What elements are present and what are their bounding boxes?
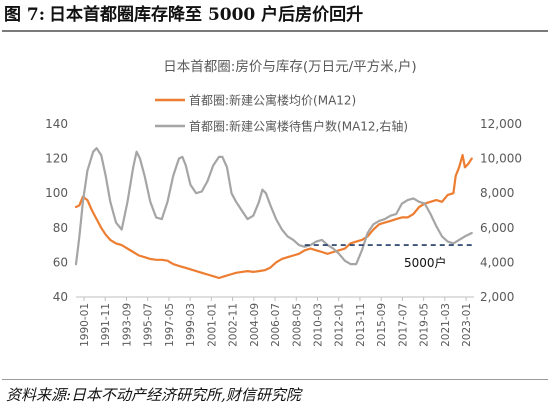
y-right-tick-label: 12,000 xyxy=(480,117,522,131)
y-right-tick-label: 4,000 xyxy=(480,255,514,269)
legend-label-inventory: 首都圈:新建公寓楼待售户数(MA12,右轴) xyxy=(189,119,408,134)
x-tick-label: 2001-01 xyxy=(206,303,218,347)
x-tick-label: 2004-09 xyxy=(249,303,261,347)
source-note: 资料来源:日本不动产经济研究所,财信研究院 xyxy=(6,386,301,404)
x-tick-label: 2010-03 xyxy=(312,303,324,347)
y-left-tick-label: 120 xyxy=(45,152,68,166)
x-tick-label: 2019-05 xyxy=(419,303,431,347)
x-tick-label: 2023-01 xyxy=(461,303,473,347)
legend: 首都圈:新建公寓楼均价(MA12) 首都圈:新建公寓楼待售户数(MA12,右轴) xyxy=(155,93,408,134)
legend-label-price: 首都圈:新建公寓楼均价(MA12) xyxy=(189,93,356,108)
y-right-tick-label: 10,000 xyxy=(480,152,522,166)
series-line-price xyxy=(74,154,473,280)
y-left-tick-label: 80 xyxy=(53,221,68,235)
chart-title: 日本首都圈:房价与库存(万日元/平方米,户) xyxy=(163,58,416,75)
x-tick-label: 2012-01 xyxy=(334,303,346,347)
y-left-tick-label: 100 xyxy=(45,186,68,200)
x-tick-label: 2013-11 xyxy=(355,303,367,347)
y-left-tick-label: 60 xyxy=(53,255,68,269)
y-right-tick-label: 6,000 xyxy=(480,221,514,235)
y-right-tick-label: 8,000 xyxy=(480,186,514,200)
x-tick-label: 2015-09 xyxy=(376,303,388,347)
figure-title-text: 日本首都圈库存降至 5000 户后房价回升 xyxy=(49,5,364,25)
x-tick-label: 2002-11 xyxy=(228,303,240,347)
y-left-tick-label: 40 xyxy=(53,290,68,304)
bottom-rule xyxy=(2,379,548,380)
x-tick-label: 1990-01 xyxy=(79,303,91,347)
x-tick-label: 1999-03 xyxy=(185,303,197,347)
x-tick-label: 1995-07 xyxy=(143,303,155,347)
x-tick-label: 2008-05 xyxy=(291,303,303,347)
line-chart: 日本首都圈:房价与库存(万日元/平方米,户) 40 60 80 100 120 140 2,… xyxy=(45,58,522,347)
figure-title: 图 7: 日本首都圈库存降至 5000 户后房价回升 xyxy=(4,2,550,28)
y-left-tick-label: 140 xyxy=(45,117,68,131)
x-tick-label: 1991-11 xyxy=(100,303,112,347)
x-tick-label: 2017-07 xyxy=(397,303,409,347)
x-tick-label: 1997-05 xyxy=(164,303,176,347)
reference-line-label: 5000户 xyxy=(404,255,447,270)
x-tick-label: 2006-07 xyxy=(270,303,282,347)
y-right-tick-label: 2,000 xyxy=(480,290,514,304)
x-tick-label: 2021-03 xyxy=(440,303,452,347)
x-tick-label: 1993-09 xyxy=(121,303,133,347)
top-rule xyxy=(2,30,548,32)
series-line-inventory xyxy=(74,147,473,266)
figure-number: 图 7: xyxy=(4,5,46,25)
